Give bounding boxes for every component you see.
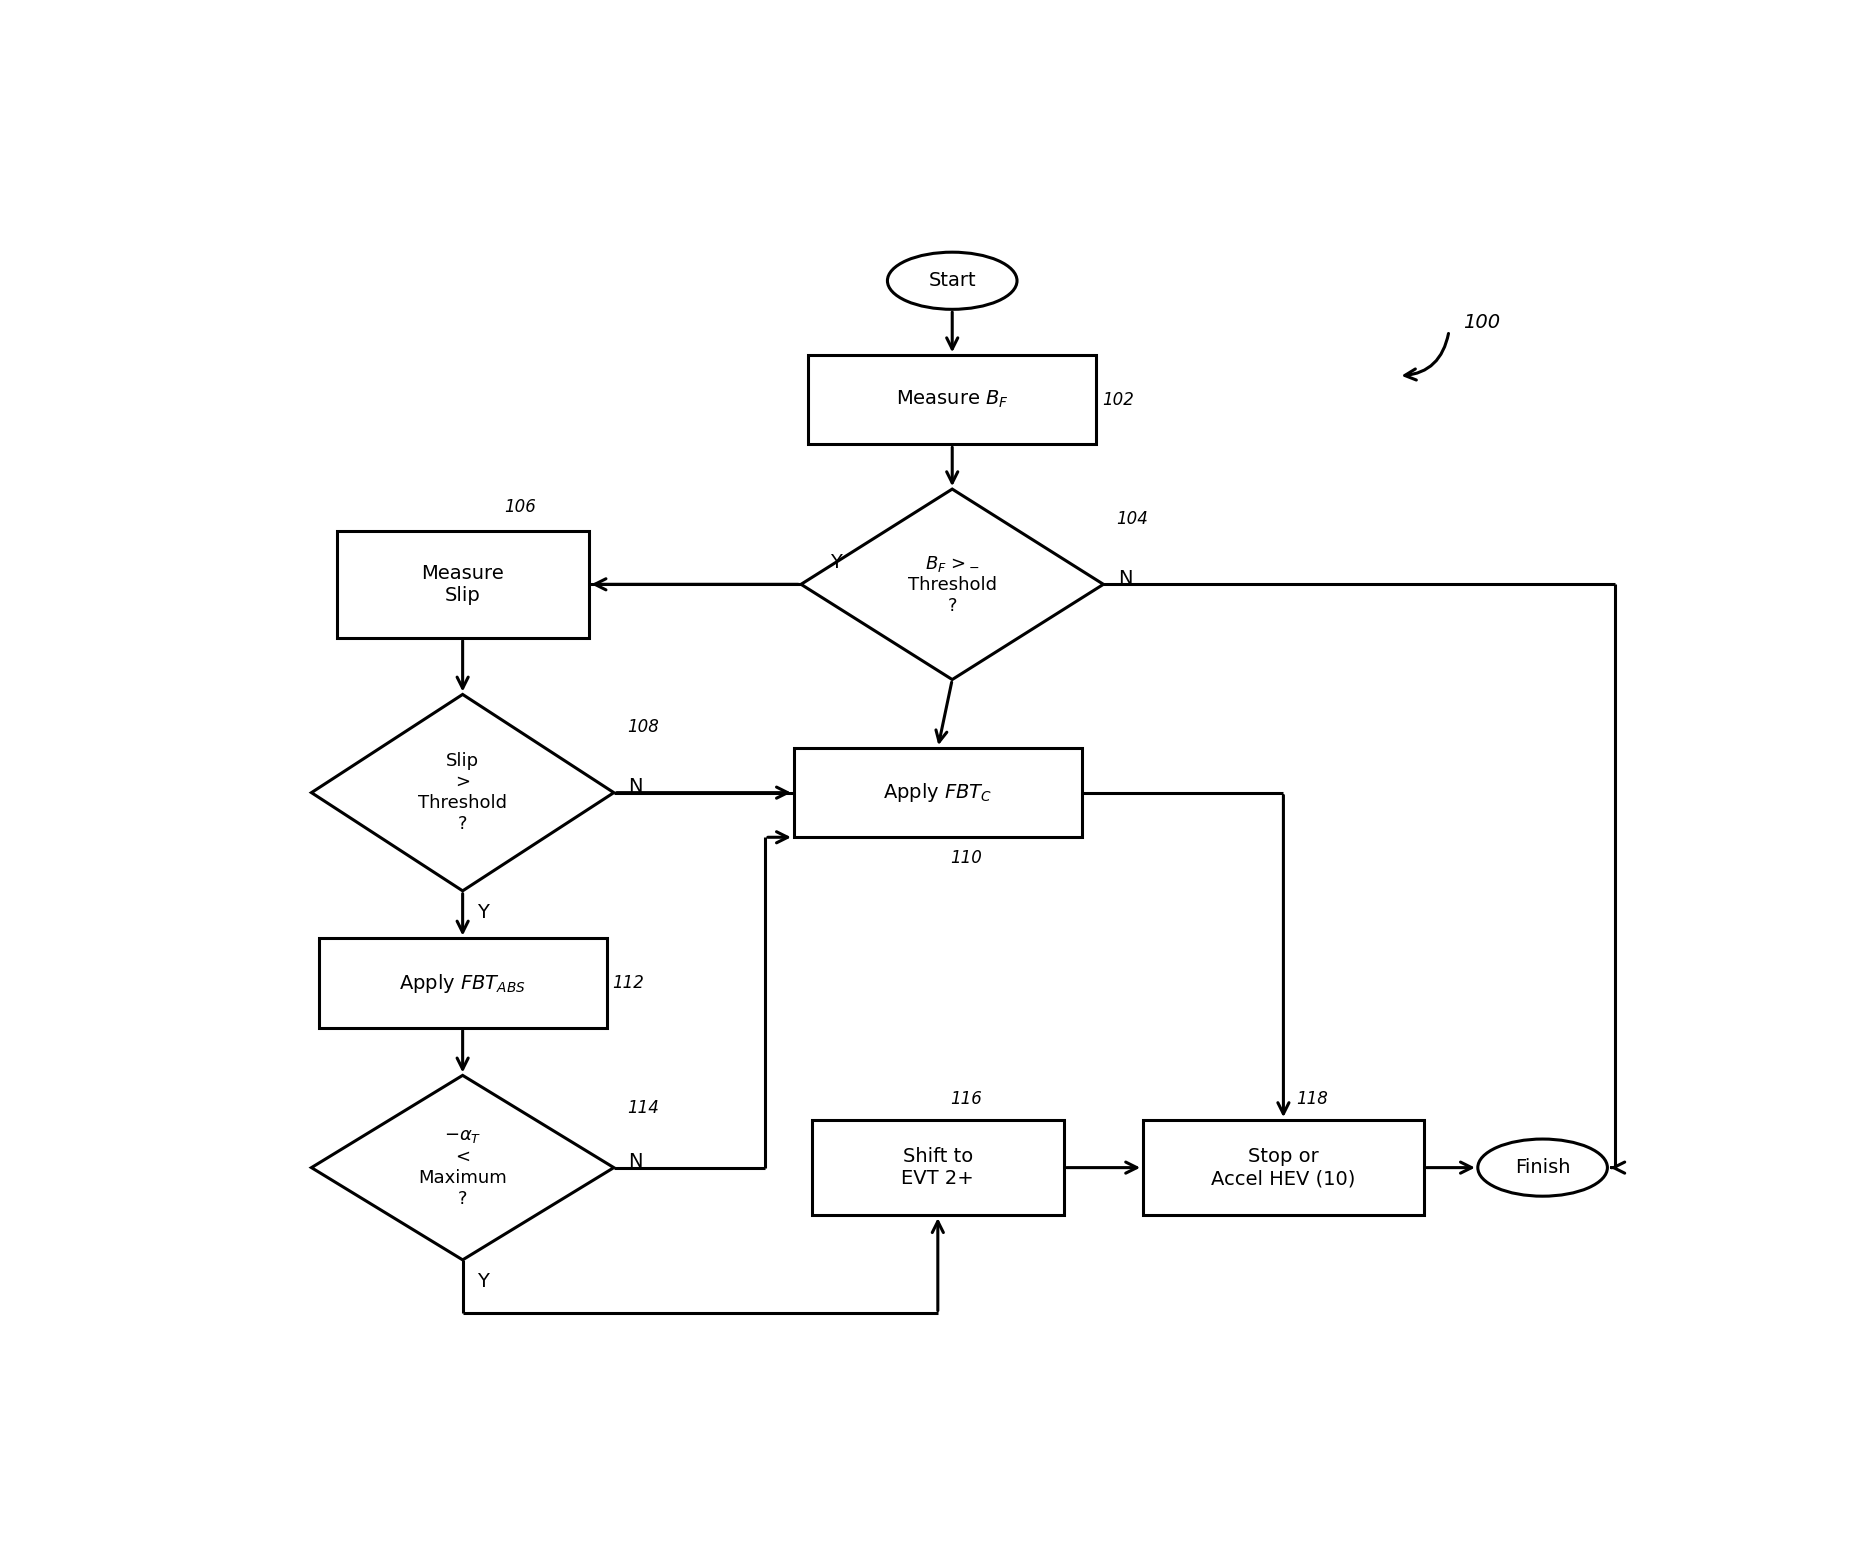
Text: 106: 106	[503, 498, 537, 516]
Text: $-\alpha_T$
<
Maximum
?: $-\alpha_T$ < Maximum ?	[418, 1127, 507, 1207]
Text: Shift to
EVT 2+: Shift to EVT 2+	[901, 1147, 973, 1189]
Text: Y: Y	[477, 903, 488, 921]
FancyBboxPatch shape	[793, 748, 1081, 838]
Ellipse shape	[888, 252, 1016, 309]
Text: N: N	[1118, 569, 1131, 587]
Text: Apply $FBT_{ABS}$: Apply $FBT_{ABS}$	[399, 971, 526, 994]
Text: Measure $B_F$: Measure $B_F$	[895, 390, 1008, 410]
Text: $B_F$ >$_-$
Threshold
?: $B_F$ >$_-$ Threshold ?	[908, 553, 995, 615]
Text: Measure
Slip: Measure Slip	[422, 564, 503, 604]
Text: 104: 104	[1116, 510, 1148, 527]
Ellipse shape	[1476, 1139, 1606, 1197]
Text: Finish: Finish	[1513, 1158, 1569, 1177]
FancyBboxPatch shape	[808, 356, 1096, 444]
Polygon shape	[312, 694, 613, 890]
Text: Y: Y	[830, 553, 841, 572]
Text: 108: 108	[626, 719, 657, 736]
Text: Start: Start	[928, 271, 975, 291]
FancyBboxPatch shape	[319, 938, 605, 1028]
FancyBboxPatch shape	[1142, 1119, 1422, 1215]
Text: Y: Y	[477, 1272, 488, 1291]
Text: 110: 110	[951, 849, 982, 867]
Text: 116: 116	[951, 1090, 982, 1107]
Text: 100: 100	[1463, 312, 1500, 332]
Text: 112: 112	[613, 974, 644, 993]
Text: Apply $FBT_C$: Apply $FBT_C$	[882, 781, 992, 804]
Text: Slip
>
Threshold
?: Slip > Threshold ?	[418, 753, 507, 833]
Text: 114: 114	[626, 1099, 657, 1118]
Text: 102: 102	[1101, 391, 1133, 408]
FancyBboxPatch shape	[336, 530, 589, 638]
Polygon shape	[312, 1076, 613, 1260]
Text: 118: 118	[1296, 1090, 1328, 1107]
Text: N: N	[628, 1152, 643, 1172]
FancyBboxPatch shape	[812, 1119, 1064, 1215]
Text: Stop or
Accel HEV (10): Stop or Accel HEV (10)	[1211, 1147, 1356, 1189]
Text: N: N	[628, 778, 643, 796]
Polygon shape	[800, 489, 1103, 680]
